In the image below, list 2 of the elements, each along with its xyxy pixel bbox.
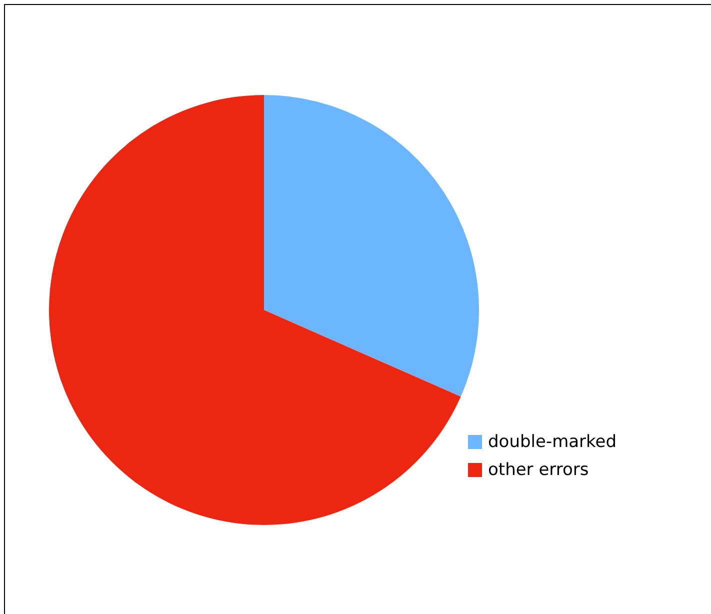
legend-label: double-marked <box>488 432 617 452</box>
legend-label: other errors <box>488 460 589 480</box>
